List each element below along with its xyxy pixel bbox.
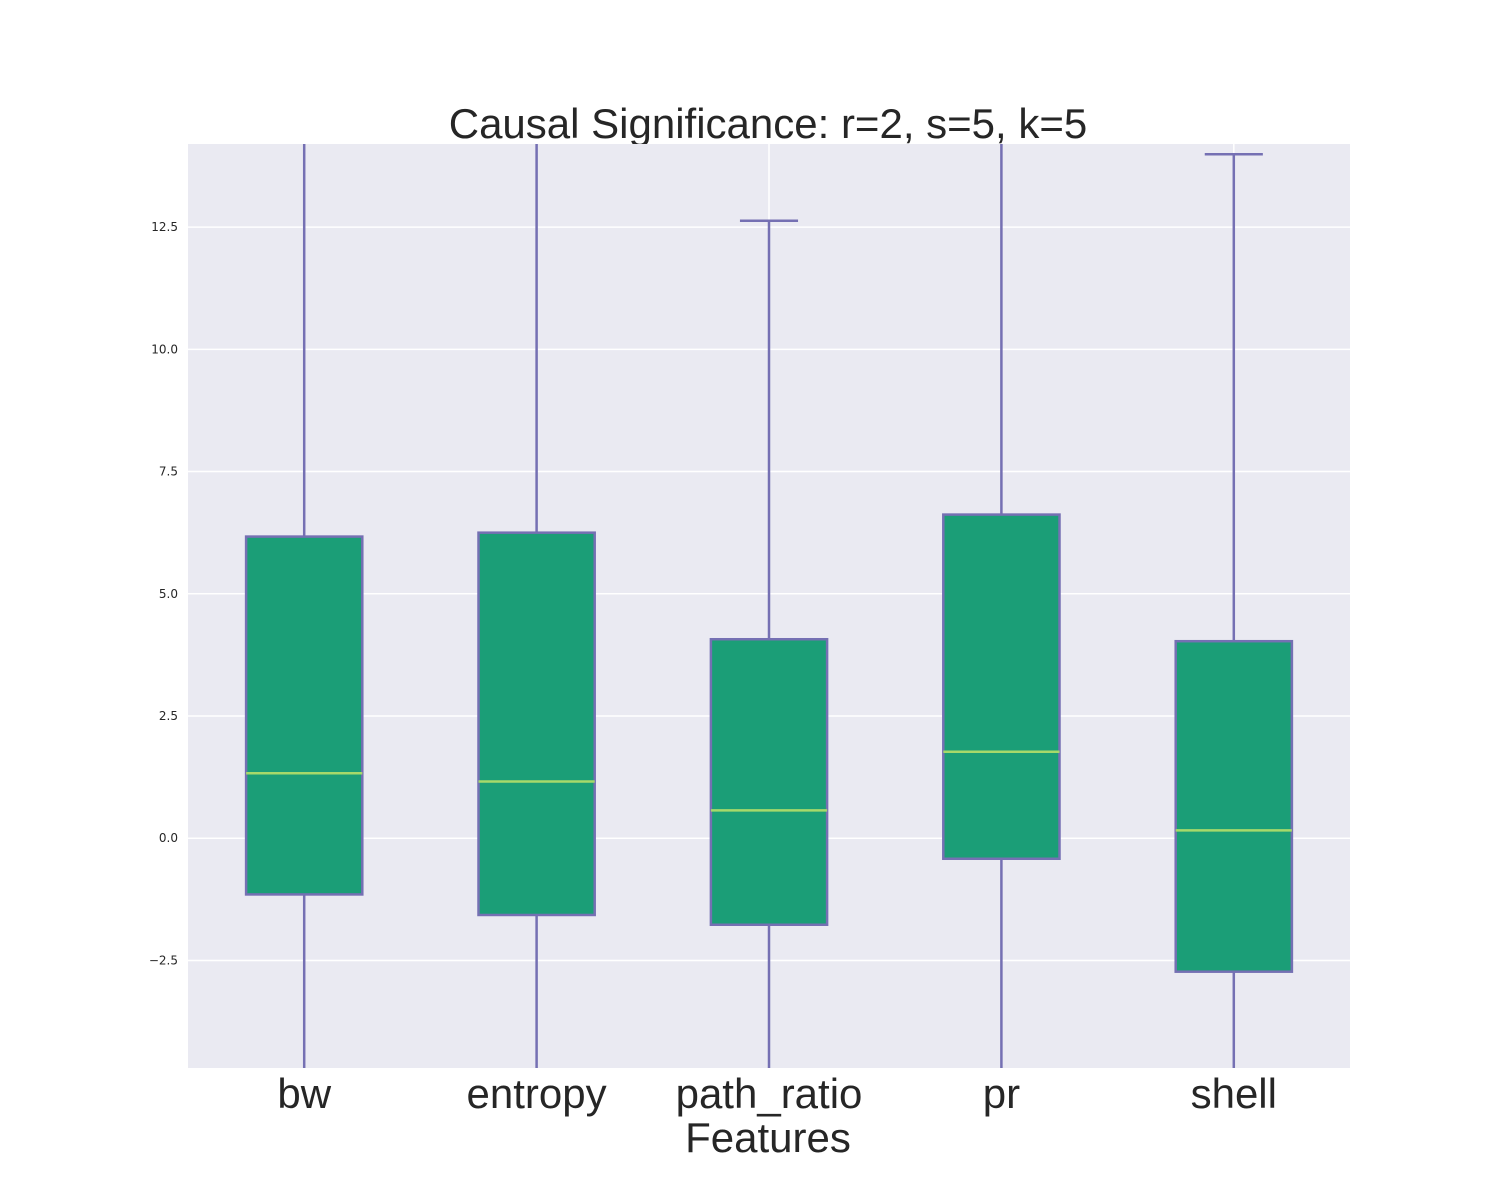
x-axis-ticks: bw entropy path_ratio pr shell <box>277 1070 1277 1117</box>
y-axis-ticks: −2.5 0.0 2.5 5.0 7.5 10.0 12.5 <box>149 220 178 967</box>
box-pr <box>942 144 1061 1068</box>
box-iqr <box>477 531 596 917</box>
y-tick-label: 0.0 <box>159 831 178 845</box>
y-tick-label: 5.0 <box>159 587 178 601</box>
boxes <box>244 144 1294 1068</box>
x-tick-label: path_ratio <box>676 1070 863 1117</box>
x-tick-label: pr <box>983 1070 1020 1117</box>
box-shell <box>1174 153 1294 1068</box>
y-tick-label: 12.5 <box>151 220 178 234</box>
box-iqr <box>1174 639 1294 973</box>
y-tick-label: 2.5 <box>159 709 178 723</box>
y-tick-label: 7.5 <box>159 465 178 479</box>
box-path_ratio <box>709 219 829 1068</box>
box-entropy <box>477 144 596 1068</box>
x-tick-label: entropy <box>467 1070 607 1117</box>
chart-title: Causal Significance: r=2, s=5, k=5 <box>449 100 1088 147</box>
x-tick-label: shell <box>1191 1070 1277 1117</box>
x-tick-label: bw <box>277 1070 331 1117</box>
box-iqr <box>709 637 829 927</box>
x-axis-label: Features <box>685 1114 851 1161</box>
box-bw <box>244 144 364 1068</box>
y-tick-label: −2.5 <box>149 953 178 967</box>
box-iqr <box>244 535 364 896</box>
y-tick-label: 10.0 <box>151 342 178 356</box>
box-iqr <box>942 513 1061 861</box>
